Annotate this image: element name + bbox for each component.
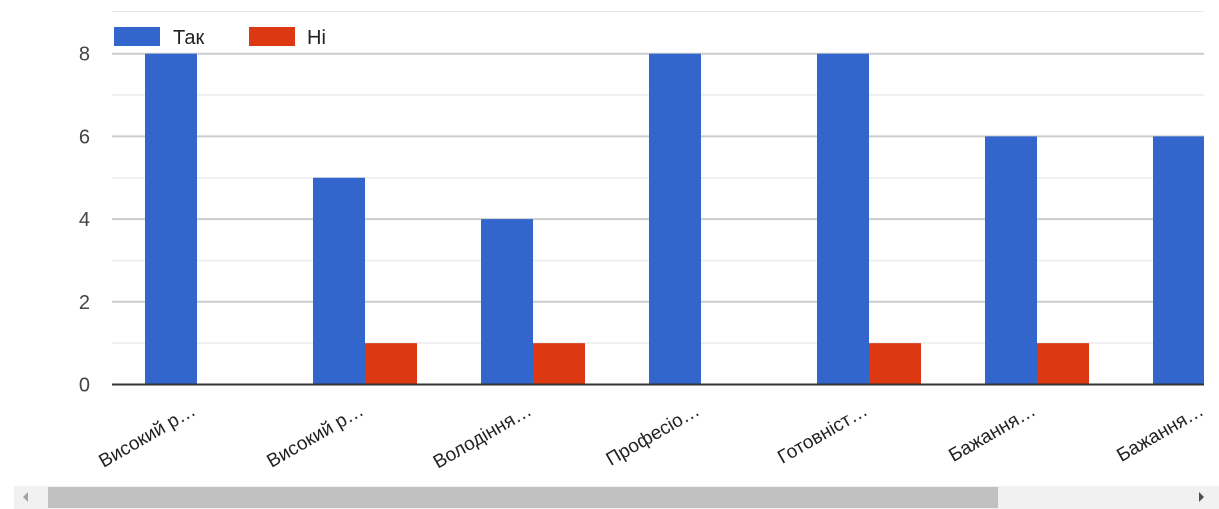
legend-swatch xyxy=(114,27,160,46)
x-tick-label: Готовніст… xyxy=(774,400,871,468)
legend-label: Ні xyxy=(307,27,326,49)
x-tick-label: Бажання… xyxy=(945,400,1039,466)
bars xyxy=(145,53,1204,385)
y-tick-label: 0 xyxy=(79,375,90,397)
x-tick-label: Володіння… xyxy=(430,400,536,473)
y-tick-label: 4 xyxy=(79,209,90,231)
bar-yes[interactable] xyxy=(1153,136,1204,385)
bar-chart: 0 2 4 6 8 Високий р… Високий р… Володіння… Проф… xyxy=(79,11,1208,473)
bar-no[interactable] xyxy=(1037,343,1089,385)
bar-yes[interactable] xyxy=(145,53,197,385)
bar-yes[interactable] xyxy=(481,219,533,385)
y-axis-labels: 0 2 4 6 8 xyxy=(79,44,90,397)
x-tick-label: Високий р… xyxy=(264,400,368,472)
scroll-left-arrow-icon[interactable] xyxy=(23,492,28,502)
x-tick-label: Бажання… xyxy=(1113,400,1207,466)
bar-no[interactable] xyxy=(869,343,921,385)
bar-no[interactable] xyxy=(365,343,417,385)
legend: Так Ні xyxy=(114,27,326,49)
bar-yes[interactable] xyxy=(985,136,1037,385)
legend-label: Так xyxy=(173,27,204,49)
bar-yes[interactable] xyxy=(817,53,869,385)
y-tick-label: 2 xyxy=(79,292,90,314)
legend-swatch xyxy=(249,27,295,46)
x-tick-label: Високий р… xyxy=(96,400,200,472)
scrollbar-thumb[interactable] xyxy=(48,487,998,508)
scroll-right-arrow-icon[interactable] xyxy=(1199,492,1204,502)
bar-yes[interactable] xyxy=(649,53,701,385)
y-tick-label: 6 xyxy=(79,126,90,148)
bar-no[interactable] xyxy=(533,343,585,385)
x-axis-labels: Високий р… Високий р… Володіння… Професіо… Г… xyxy=(96,400,1208,473)
horizontal-scrollbar[interactable] xyxy=(14,486,1219,509)
bar-yes[interactable] xyxy=(313,177,365,385)
y-tick-label: 8 xyxy=(79,44,90,66)
x-tick-label: Професіо… xyxy=(603,400,704,470)
